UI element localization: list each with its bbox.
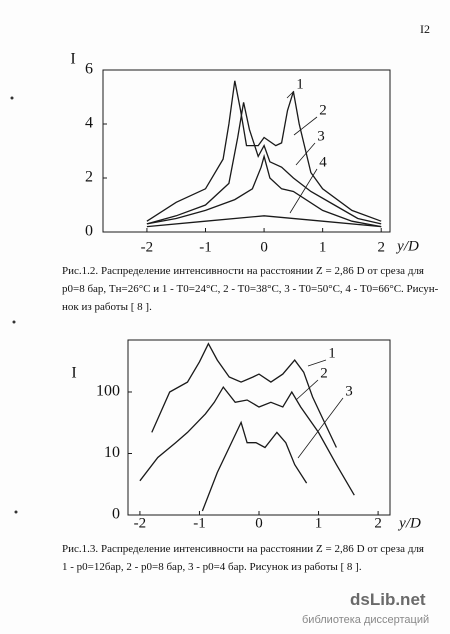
x-tick-label: 0 xyxy=(260,239,268,255)
y-tick-label: 0 xyxy=(112,506,120,523)
curve-label: 3 xyxy=(345,383,353,399)
y-axis-label: I xyxy=(71,365,76,382)
y-tick-label: 100 xyxy=(96,383,120,400)
leader-line xyxy=(295,379,319,401)
caption-line: нок из работы [ 8 ]. xyxy=(62,301,152,313)
curve-label: 1 xyxy=(296,76,304,92)
leader-line xyxy=(295,142,316,166)
x-tick-label: -1 xyxy=(199,239,212,255)
scan-dot xyxy=(14,510,18,514)
x-tick-label: -2 xyxy=(134,515,147,531)
caption: Рис.1.3. Распределение интенсивности на … xyxy=(62,540,424,576)
leader-line xyxy=(307,359,327,367)
x-tick-label: 2 xyxy=(374,515,382,531)
caption-line: 1 - p0=12бар, 2 - p0=8 бар, 3 - p0=4 бар… xyxy=(62,561,362,573)
curve xyxy=(139,385,355,496)
x-tick-label: -1 xyxy=(193,515,206,531)
x-tick-label: -2 xyxy=(141,239,154,255)
curve xyxy=(151,342,337,448)
x-tick-label: 2 xyxy=(377,239,385,255)
curve-label: 4 xyxy=(319,154,327,170)
y-tick-label: 6 xyxy=(85,61,93,78)
watermark-site: dsLib.net xyxy=(350,590,426,609)
y-tick-label: 10 xyxy=(104,444,120,461)
plot-frame xyxy=(102,69,391,233)
curve-label: 3 xyxy=(317,128,325,144)
watermark-text: библиотека диссертаций xyxy=(302,614,430,626)
curve xyxy=(146,215,382,228)
curve-label: 2 xyxy=(319,102,327,118)
x-tick-label: 1 xyxy=(319,239,327,255)
caption-line: p0=8 бар, Tн=26°C и 1 - T0=24°C, 2 - T0=… xyxy=(62,283,439,295)
curve xyxy=(146,80,382,222)
y-tick-label: 2 xyxy=(85,169,93,186)
y-tick-label: 4 xyxy=(85,115,93,132)
curve xyxy=(146,102,382,225)
curve xyxy=(201,420,308,512)
scan-dot xyxy=(10,96,14,100)
x-axis-label: y/D xyxy=(395,238,419,254)
y-tick-label: 0 xyxy=(85,223,93,240)
caption: Рис.1.2. Распределение интенсивности на … xyxy=(62,262,439,316)
page-number: I2 xyxy=(420,22,430,36)
leader-line xyxy=(297,397,344,459)
scan-dot xyxy=(12,320,16,324)
y-axis-label: I xyxy=(70,51,75,68)
leader-line xyxy=(293,116,318,136)
x-tick-label: 1 xyxy=(315,515,323,531)
x-tick-label: 0 xyxy=(255,515,263,531)
caption-line: Рис.1.3. Распределение интенсивности на … xyxy=(62,543,424,555)
caption-line: Рис.1.2. Распределение интенсивности на … xyxy=(62,265,424,277)
leader-line xyxy=(289,168,318,214)
curve-label: 1 xyxy=(328,345,336,361)
leader-line xyxy=(286,90,295,99)
curve xyxy=(146,153,382,228)
curve-label: 2 xyxy=(320,365,328,381)
x-axis-label: y/D xyxy=(397,515,421,531)
